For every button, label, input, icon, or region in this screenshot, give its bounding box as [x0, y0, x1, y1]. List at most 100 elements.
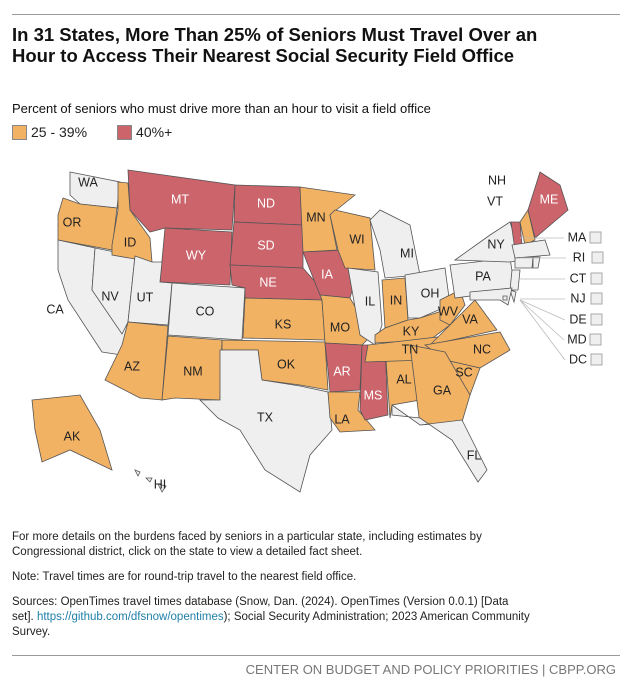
state-label-al: AL: [396, 372, 411, 386]
state-label-wi: WI: [349, 232, 364, 246]
state-label-ms: MS: [364, 388, 383, 402]
legend: 25 - 39% 40%+: [12, 124, 172, 140]
state-label-ga: GA: [433, 383, 452, 397]
state-label-ia: IA: [321, 267, 333, 281]
footer-credit: CENTER ON BUDGET AND POLICY PRIORITIES |…: [245, 662, 616, 677]
state-label-ut: UT: [137, 290, 154, 304]
state-ga[interactable]: [409, 344, 471, 426]
state-label-mt: MT: [171, 192, 189, 206]
state-hi[interactable]: [145, 477, 153, 483]
sources-text: Sources: OpenTimes travel times database…: [12, 596, 509, 623]
state-box-nj[interactable]: [590, 292, 603, 305]
state-box-dc[interactable]: [590, 353, 603, 366]
state-label-ny: NY: [487, 237, 505, 251]
state-ct[interactable]: [514, 256, 534, 269]
state-label-wa: WA: [78, 175, 98, 189]
state-fl[interactable]: [391, 404, 488, 483]
state-label-ma: MA: [568, 230, 587, 244]
state-label-ks: KS: [275, 317, 292, 331]
state-box-de[interactable]: [590, 313, 603, 326]
state-label-ar: AR: [333, 364, 350, 378]
state-label-sd: SD: [257, 238, 274, 252]
legend-item-mid: 25 - 39%: [12, 124, 87, 140]
notes: For more details on the burdens faced by…: [12, 530, 532, 650]
state-label-mo: MO: [330, 320, 350, 334]
state-az[interactable]: [104, 321, 169, 401]
state-label-sc: SC: [455, 365, 472, 379]
state-label-id: ID: [124, 235, 137, 249]
state-label-ct: CT: [570, 271, 587, 285]
state-label-tx: TX: [257, 410, 274, 424]
chart-title: In 31 States, More Than 25% of Seniors M…: [12, 24, 538, 66]
state-label-mi: MI: [400, 246, 414, 260]
state-label-nc: NC: [473, 342, 491, 356]
state-label-md: MD: [567, 332, 586, 346]
state-label-hi: HI: [154, 477, 167, 491]
top-divider: [12, 14, 620, 15]
state-label-ri: RI: [573, 250, 586, 264]
state-nh[interactable]: [519, 209, 536, 246]
state-label-tn: TN: [402, 342, 419, 356]
state-ar[interactable]: [324, 342, 363, 393]
state-va[interactable]: [428, 299, 498, 346]
legend-item-high: 40%+: [117, 124, 172, 140]
details-note: For more details on the burdens faced by…: [12, 531, 482, 558]
state-label-pa: PA: [475, 269, 491, 283]
state-nj[interactable]: [509, 269, 521, 291]
state-label-wv: WV: [438, 304, 459, 318]
state-ma[interactable]: [511, 239, 551, 259]
legend-swatch-high: [117, 124, 133, 140]
state-label-in: IN: [390, 293, 403, 307]
state-tx[interactable]: [199, 349, 333, 493]
state-label-va: VA: [462, 312, 478, 326]
state-md[interactable]: [469, 287, 513, 306]
state-de[interactable]: [509, 289, 517, 304]
state-label-ky: KY: [403, 324, 420, 338]
state-label-nh: NH: [488, 173, 506, 187]
state-label-dc: DC: [569, 352, 587, 366]
state-label-az: AZ: [124, 359, 140, 373]
legend-label-high: 40%+: [136, 124, 173, 140]
state-label-la: LA: [334, 412, 350, 426]
state-nm[interactable]: [161, 335, 223, 401]
state-wi[interactable]: [329, 209, 376, 271]
state-mn[interactable]: [299, 186, 356, 253]
state-label-ca: CA: [46, 302, 64, 316]
state-label-or: OR: [63, 215, 82, 229]
us-map: WA OR CA NV ID MT WY UT CO AZ NM ND SD NE KS OK TX MN IA WI…: [31, 169, 604, 493]
map-subtitle: Percent of seniors who must drive more t…: [12, 101, 431, 116]
state-label-mn: MN: [306, 210, 325, 224]
state-label-wy: WY: [186, 248, 207, 262]
state-hi[interactable]: [157, 483, 167, 493]
state-ak[interactable]: [31, 394, 113, 471]
state-label-oh: OH: [421, 286, 440, 300]
state-me[interactable]: [527, 171, 569, 239]
state-label-fl: FL: [467, 448, 482, 462]
sources-text-end: ); Social Security Administration; 2023 …: [12, 611, 530, 638]
state-hi[interactable]: [134, 469, 141, 477]
bottom-divider: [12, 655, 620, 656]
state-box-ri[interactable]: [591, 251, 604, 264]
state-label-vt: VT: [487, 194, 503, 208]
state-label-ak: AK: [64, 429, 81, 443]
state-ri[interactable]: [532, 256, 541, 269]
state-label-nj: NJ: [570, 291, 585, 305]
callout-line: [519, 299, 566, 321]
sources-note: Sources: OpenTimes travel times database…: [12, 595, 532, 640]
state-oh[interactable]: [404, 267, 451, 319]
state-label-ok: OK: [277, 357, 296, 371]
state-la[interactable]: [327, 391, 376, 433]
legend-label-mid: 25 - 39%: [31, 124, 88, 140]
sources-link[interactable]: https://github.com/dfsnow/opentimes: [36, 611, 224, 623]
state-box-ma[interactable]: [589, 231, 602, 244]
state-label-co: CO: [196, 304, 215, 318]
callout-line: [519, 299, 566, 361]
state-label-nd: ND: [257, 196, 275, 210]
state-mi[interactable]: [369, 209, 421, 279]
state-box-ct[interactable]: [590, 272, 603, 285]
state-box-md[interactable]: [589, 333, 602, 346]
state-dc[interactable]: [502, 295, 508, 301]
travel-note: Note: Travel times are for round-trip tr…: [12, 571, 357, 583]
state-label-ne: NE: [259, 275, 276, 289]
